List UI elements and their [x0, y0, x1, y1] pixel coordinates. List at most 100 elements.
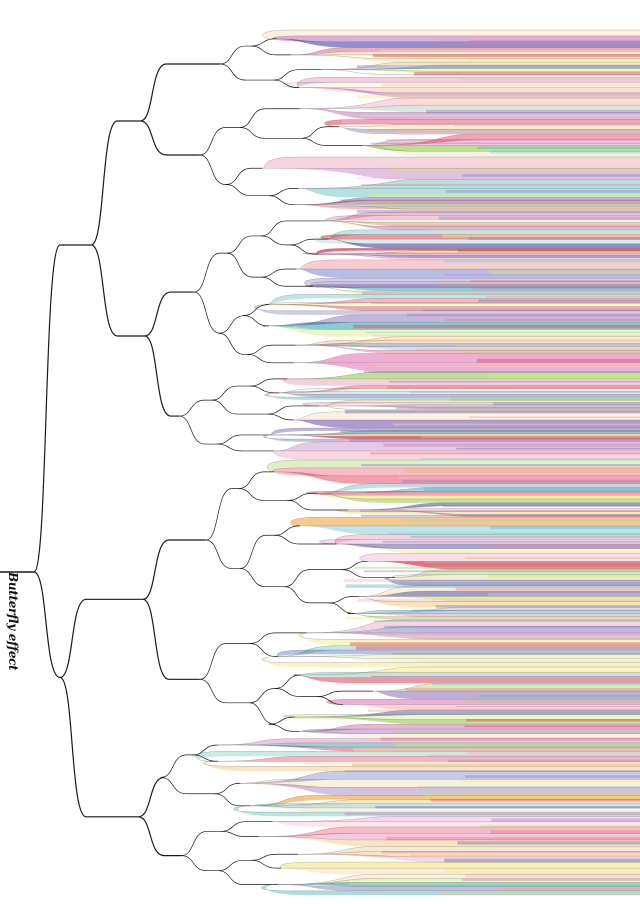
texture-stripe [360, 514, 640, 517]
texture-stripe [409, 854, 640, 856]
color-band [273, 441, 640, 451]
color-band [298, 188, 640, 198]
band-edge [317, 250, 640, 255]
band-edge [210, 756, 640, 762]
color-band [236, 771, 640, 784]
color-band [272, 38, 640, 48]
colored-bands [195, 30, 640, 896]
texture-stripe [372, 334, 640, 337]
texture-stripe [479, 694, 640, 698]
texture-stripe [460, 78, 640, 81]
color-band [236, 779, 640, 788]
color-band [217, 742, 640, 748]
branch-line [260, 235, 290, 246]
color-band [297, 846, 640, 855]
band-edge [358, 596, 640, 602]
branch-line [199, 678, 250, 704]
texture-stripe [457, 841, 640, 845]
band-edge [277, 654, 640, 657]
band-edge [250, 799, 640, 807]
band-edge [293, 204, 640, 210]
band-edge [318, 405, 640, 408]
texture-stripe [490, 830, 640, 834]
color-band [295, 336, 640, 346]
color-band [233, 805, 640, 817]
branch-line [205, 539, 240, 569]
color-band [236, 783, 640, 796]
color-band [277, 874, 640, 885]
band-edge [236, 783, 640, 788]
texture-stripe [447, 759, 640, 763]
texture-stripe [398, 475, 640, 479]
branch-line [226, 252, 261, 278]
branch-line [192, 744, 219, 756]
band-edge [306, 619, 640, 634]
color-band [299, 108, 640, 120]
branch-line [142, 539, 206, 600]
texture-stripe [413, 71, 640, 76]
texture-stripe [463, 352, 640, 354]
color-band [317, 493, 640, 499]
texture-stripe [372, 54, 640, 58]
texture-stripe [469, 416, 640, 418]
texture-stripe [498, 888, 640, 891]
band-edge [358, 585, 640, 597]
branch-line [260, 220, 321, 237]
texture-stripe [424, 561, 640, 564]
branch-line [249, 643, 278, 657]
texture-stripe [467, 751, 640, 755]
color-band [336, 509, 640, 515]
texture-stripe [368, 129, 640, 132]
branch-line [90, 244, 145, 337]
band-edge [358, 590, 640, 597]
branch-line [59, 676, 139, 818]
branch-line [140, 63, 220, 122]
texture-stripe [489, 270, 640, 275]
texture-stripe [489, 150, 640, 154]
color-band [277, 884, 640, 891]
texture-stripe [488, 844, 640, 849]
branch-line [272, 69, 322, 81]
texture-stripe [394, 742, 640, 747]
band-edge [321, 61, 640, 70]
texture-stripe [444, 858, 640, 863]
color-band [277, 882, 640, 887]
color-band [293, 362, 640, 373]
texture-stripe [371, 105, 640, 109]
branch-line [181, 855, 218, 872]
color-band [291, 54, 640, 63]
texture-stripe [344, 616, 640, 620]
band-edge [277, 884, 640, 887]
texture-stripe [442, 233, 640, 238]
color-band [210, 761, 640, 767]
texture-stripe [384, 338, 640, 343]
band-edge [362, 133, 640, 146]
color-band [277, 645, 640, 657]
texture-stripe [422, 309, 640, 312]
texture-stripe [465, 719, 640, 722]
branch-line [250, 38, 277, 47]
color-band [306, 632, 640, 640]
branch-line [138, 816, 182, 857]
texture-stripe [363, 570, 640, 573]
texture-stripe [446, 190, 640, 193]
texture-stripe [368, 193, 640, 198]
color-band [320, 220, 640, 230]
branch-line [249, 385, 280, 394]
texture-stripe [491, 818, 640, 822]
texture-stripe [456, 706, 640, 708]
color-band [279, 392, 640, 398]
color-band [295, 345, 640, 354]
band-edge [259, 836, 640, 841]
texture-stripe [417, 786, 640, 788]
color-band [259, 826, 640, 837]
color-band [291, 51, 640, 55]
color-band [280, 862, 640, 869]
branch-line [246, 344, 296, 355]
color-band [277, 654, 640, 659]
texture-stripe [357, 177, 640, 179]
texture-stripe [389, 380, 640, 383]
color-band [272, 467, 640, 476]
branch-line [249, 632, 307, 644]
branch-line [217, 870, 278, 885]
